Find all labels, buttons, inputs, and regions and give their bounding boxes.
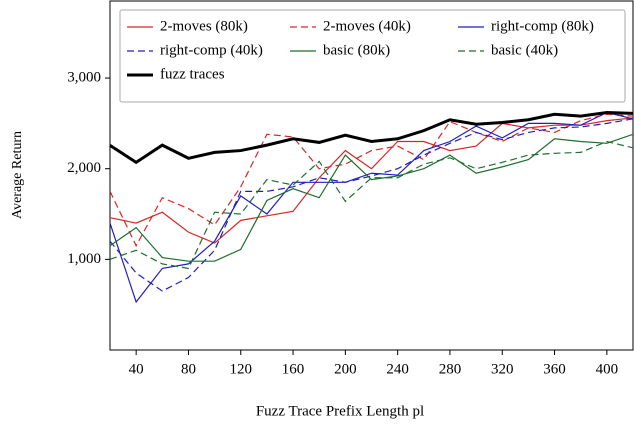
y-tick-label: 2,000 <box>67 160 101 176</box>
x-tick-label: 240 <box>386 361 409 377</box>
legend-label: basic (40k) <box>491 42 558 58</box>
x-axis-label: Fuzz Trace Prefix Length pl <box>256 403 424 419</box>
legend-label: right-comp (40k) <box>160 42 263 58</box>
x-tick-label: 40 <box>129 361 144 377</box>
series-line <box>109 111 634 304</box>
x-tick-label: 280 <box>439 361 462 377</box>
series-line <box>109 140 634 270</box>
series-line <box>109 118 634 292</box>
series-line <box>109 113 634 248</box>
series-line <box>109 110 634 165</box>
legend-label: basic (80k) <box>323 42 390 58</box>
x-tick-label: 160 <box>282 361 305 377</box>
x-tick-label: 200 <box>334 361 357 377</box>
series-line <box>109 133 634 262</box>
y-tick-label: 1,000 <box>67 251 101 267</box>
series-line <box>109 117 634 244</box>
y-axis-label: Average Return <box>10 131 25 219</box>
y-tick-label: 3,000 <box>67 69 101 85</box>
x-tick-label: 400 <box>596 361 619 377</box>
x-tick-label: 80 <box>181 361 196 377</box>
legend-label: fuzz traces <box>160 66 225 82</box>
x-tick-label: 360 <box>543 361 566 377</box>
x-tick-label: 120 <box>230 361 253 377</box>
x-tick-label: 320 <box>491 361 514 377</box>
legend-label: 2-moves (80k) <box>160 18 248 34</box>
legend-label: right-comp (80k) <box>491 18 594 34</box>
legend-label: 2-moves (40k) <box>323 18 411 34</box>
plot-frame <box>109 0 634 351</box>
legend-box <box>119 9 626 103</box>
